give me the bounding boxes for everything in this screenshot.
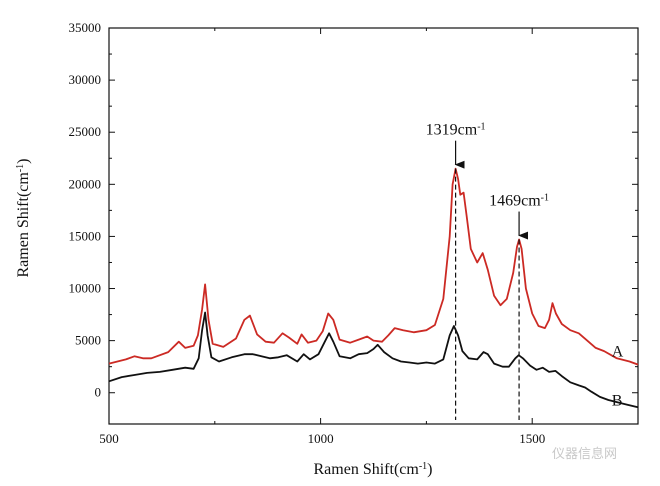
x-axis-title: Ramen Shift(cm-1) xyxy=(314,461,433,479)
y-tick-label: 10000 xyxy=(69,281,102,296)
y-tick-label: 15000 xyxy=(69,228,102,243)
x-tick-label: 1000 xyxy=(308,431,334,446)
y-axis-title: Ramen Shift(cm-1) xyxy=(15,159,33,278)
y-tick-label: 0 xyxy=(95,385,102,400)
peak-label: 1469cm-1 xyxy=(489,192,549,210)
watermark-text: 仪器信息网 xyxy=(552,446,617,462)
series-line-a xyxy=(108,167,639,366)
tick-marks: 0 5000 10000 15000 20000 25000 30000 35000 500 10… xyxy=(69,20,638,446)
axes xyxy=(108,27,639,425)
series-group xyxy=(108,167,639,409)
peak-label: 1319cm-1 xyxy=(426,121,486,139)
x-tick-label: 500 xyxy=(99,431,119,446)
y-tick-label: 20000 xyxy=(69,176,102,191)
y-tick-label: 25000 xyxy=(69,124,102,139)
y-tick-label: 35000 xyxy=(69,20,102,35)
series-label-a: A xyxy=(612,344,624,361)
x-tick-label: 1500 xyxy=(519,431,545,446)
annotations: 1319cm-1 1469cm-1 xyxy=(426,121,549,420)
y-tick-label: 30000 xyxy=(69,72,102,87)
y-tick-label: 5000 xyxy=(75,333,101,348)
series-label-b: B xyxy=(612,392,623,409)
plot-frame xyxy=(108,27,639,425)
series-line-b xyxy=(108,311,639,409)
